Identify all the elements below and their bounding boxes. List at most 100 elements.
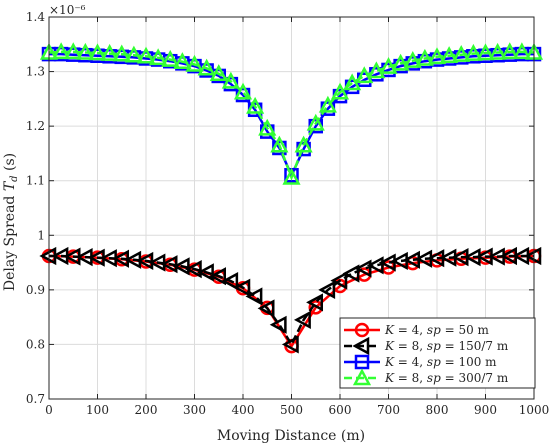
data-point-triangle-up — [197, 58, 216, 76]
data-point-triangle-up — [100, 43, 119, 61]
data-point-triangle-left — [257, 299, 275, 318]
data-point-triangle-up — [88, 43, 107, 61]
data-point-triangle-left — [354, 259, 372, 278]
data-point-triangle-left — [245, 287, 263, 306]
y-axis-ticks: 0.7 0.8 0.9 1 1.1 1.2 1.3 1.4 — [26, 10, 534, 406]
data-point-triangle-up — [282, 167, 301, 185]
x-tick-label: 700 — [377, 403, 400, 417]
data-point-triangle-up — [367, 61, 386, 79]
data-point-circle — [354, 322, 370, 338]
y-tick-label: 1.3 — [26, 65, 45, 79]
data-point-triangle-up — [294, 135, 313, 153]
y-tick-label: 1 — [37, 228, 45, 242]
legend-label-part: = 50 m — [441, 323, 490, 337]
data-point-triangle-up — [64, 42, 83, 60]
legend-label-part: = 8, — [394, 339, 427, 353]
axes-box — [48, 16, 535, 400]
data-point-triangle-up — [352, 368, 372, 386]
data-point-triangle-up — [452, 45, 471, 62]
legend-label-part: K — [384, 323, 395, 337]
y-tick-label: 0.9 — [26, 283, 45, 297]
data-point-triangle-up — [185, 54, 204, 72]
y-axis-title-text: Delay Spread — [2, 191, 18, 291]
y-tick-label: 1.4 — [26, 10, 45, 24]
y-exponent-label: ×10⁻⁶ — [49, 3, 86, 17]
data-point-triangle-up — [270, 135, 289, 153]
data-point-triangle-up — [512, 42, 531, 60]
data-point-triangle-up — [391, 53, 410, 71]
legend-label-part: sp — [427, 355, 441, 369]
legend-label-part: = 4, — [394, 355, 427, 369]
legend-label-part: sp — [427, 339, 441, 353]
data-point-triangle-up — [76, 42, 95, 60]
data-point-triangle-up — [221, 71, 240, 89]
data-point-triangle-up — [500, 42, 519, 60]
legend-entry-4: K = 8, sp = 300/7 m — [344, 368, 509, 386]
data-point-triangle-left — [221, 272, 239, 291]
y-tick-label: 0.7 — [26, 392, 45, 406]
legend-label-part: K — [384, 339, 395, 353]
data-point-triangle-up — [136, 46, 156, 64]
data-point-triangle-up — [112, 44, 131, 62]
y-axis-title-unit: (s) — [2, 153, 18, 176]
legend-entries: K = 4, sp = 50 mK = 8, sp = 150/7 mK = 4… — [344, 322, 509, 386]
legend-label: K = 8, sp = 150/7 m — [384, 339, 509, 353]
x-tick-label: 500 — [280, 403, 303, 417]
data-point-triangle-left — [281, 335, 299, 354]
legend-label-part: K — [384, 371, 395, 385]
data-point-triangle-up — [233, 82, 253, 100]
data-point-triangle-up — [379, 57, 398, 74]
legend-label: K = 4, sp = 100 m — [384, 355, 497, 369]
legend: K = 4, sp = 50 mK = 8, sp = 150/7 mK = 4… — [339, 317, 536, 389]
data-point-triangle-up — [209, 64, 228, 82]
x-tick-label: 0 — [45, 403, 53, 417]
data-point-triangle-up — [161, 49, 180, 67]
data-point-triangle-up — [306, 113, 325, 131]
data-point-triangle-up — [355, 66, 374, 84]
data-point-triangle-up — [464, 43, 483, 61]
y-axis-title-symbol: T — [2, 180, 18, 191]
data-point-triangle-left — [342, 264, 360, 283]
legend-label-part: sp — [427, 371, 441, 385]
data-point-triangle-left — [306, 293, 323, 312]
data-point-triangle-left — [352, 336, 370, 356]
data-point-triangle-left — [366, 256, 384, 275]
x-tick-label: 100 — [86, 403, 109, 417]
y-axis-title-subscript: d — [9, 175, 20, 181]
data-point-triangle-left — [293, 310, 311, 329]
data-point-triangle-left — [330, 271, 348, 290]
data-point-triangle-up — [318, 95, 337, 113]
y-tick-label: 1.2 — [26, 119, 45, 133]
x-tick-label: 400 — [232, 403, 255, 417]
legend-label-part: K — [384, 355, 395, 369]
x-tick-label: 200 — [135, 403, 158, 417]
legend-label-part: = 100 m — [441, 355, 497, 369]
data-point-triangle-up — [330, 82, 350, 100]
x-tick-label: 600 — [329, 403, 352, 417]
legend-label-part: = 150/7 m — [441, 339, 509, 353]
legend-label-part: sp — [427, 323, 441, 337]
data-point-triangle-left — [160, 255, 178, 274]
legend-label: K = 8, sp = 300/7 m — [384, 371, 509, 385]
x-tick-label: 900 — [474, 403, 497, 417]
x-tick-label: 300 — [183, 403, 206, 417]
legend-entry-3: K = 4, sp = 100 m — [344, 354, 497, 370]
data-point-triangle-up — [52, 42, 71, 60]
series-2 — [39, 246, 542, 354]
data-point-triangle-up — [173, 52, 192, 69]
data-point-triangle-left — [269, 315, 287, 334]
data-point-triangle-left — [172, 257, 190, 276]
data-point-triangle-up — [246, 96, 265, 114]
data-point-triangle-left — [184, 260, 202, 279]
data-point-triangle-left — [209, 267, 226, 286]
legend-entry-2: K = 8, sp = 150/7 m — [344, 336, 509, 356]
data-point-triangle-left — [233, 278, 251, 297]
series-line — [48, 254, 535, 349]
data-point-triangle-left — [318, 280, 336, 299]
y-tick-label: 1.1 — [26, 174, 45, 188]
x-tick-label: 800 — [426, 403, 449, 417]
y-tick-label: 0.8 — [26, 337, 45, 351]
data-point-triangle-left — [196, 263, 214, 282]
legend-entry-1: K = 4, sp = 50 m — [344, 322, 490, 338]
